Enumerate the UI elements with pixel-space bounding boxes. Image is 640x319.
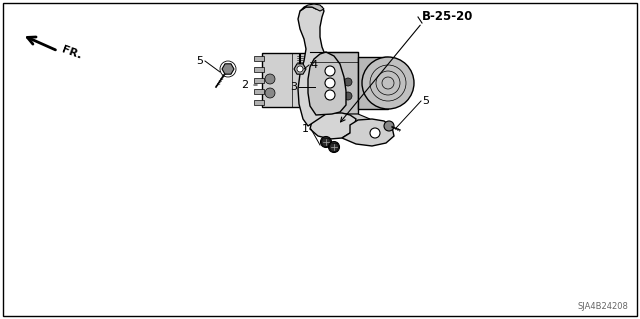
Bar — [358, 57, 388, 109]
Circle shape — [316, 92, 324, 100]
Text: 1: 1 — [302, 124, 309, 134]
Circle shape — [321, 137, 332, 147]
Circle shape — [330, 92, 338, 100]
Bar — [254, 67, 264, 72]
Bar — [254, 100, 264, 105]
Bar — [254, 89, 264, 94]
Circle shape — [325, 78, 335, 88]
Circle shape — [330, 78, 338, 86]
Bar — [254, 78, 264, 83]
Text: 2: 2 — [241, 80, 248, 90]
Polygon shape — [342, 119, 394, 146]
Polygon shape — [310, 114, 370, 127]
Text: 5: 5 — [422, 96, 429, 106]
Bar — [262, 53, 320, 107]
Circle shape — [325, 66, 335, 76]
Bar — [254, 56, 264, 61]
Circle shape — [265, 88, 275, 98]
Circle shape — [297, 66, 303, 72]
Circle shape — [384, 121, 394, 131]
Text: 4: 4 — [310, 60, 317, 70]
Circle shape — [328, 142, 339, 152]
Circle shape — [325, 90, 335, 100]
Text: FR.: FR. — [60, 45, 83, 61]
Polygon shape — [310, 113, 356, 139]
Text: 5: 5 — [196, 56, 203, 66]
Circle shape — [344, 78, 352, 86]
Text: SJA4B24208: SJA4B24208 — [577, 302, 628, 311]
Text: 3: 3 — [290, 82, 297, 92]
Polygon shape — [298, 7, 330, 126]
Circle shape — [316, 78, 324, 86]
Polygon shape — [308, 52, 346, 115]
Text: B-25-20: B-25-20 — [422, 11, 474, 24]
Polygon shape — [300, 4, 324, 11]
Circle shape — [362, 57, 414, 109]
Circle shape — [344, 92, 352, 100]
Circle shape — [370, 128, 380, 138]
Bar — [310, 52, 358, 114]
Circle shape — [265, 74, 275, 84]
